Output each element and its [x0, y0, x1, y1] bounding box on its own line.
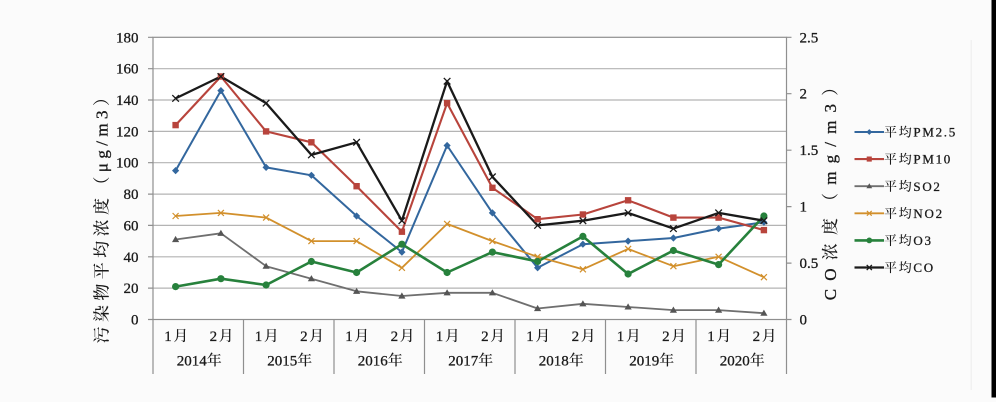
- svg-text:0: 0: [800, 313, 808, 329]
- svg-text:2020: 2020: [720, 353, 750, 369]
- svg-text:40: 40: [124, 250, 139, 266]
- svg-text:2018: 2018: [539, 353, 569, 369]
- svg-text:2019: 2019: [629, 353, 659, 369]
- svg-text:120: 120: [116, 124, 139, 140]
- svg-text:2016: 2016: [358, 353, 389, 369]
- svg-text:0: 0: [131, 313, 139, 329]
- svg-text:2015: 2015: [267, 353, 297, 369]
- svg-text:PM10: PM10: [913, 152, 952, 167]
- svg-text:60: 60: [124, 218, 139, 234]
- svg-text:PM2.5: PM2.5: [913, 125, 957, 140]
- svg-text:μg/m3: μg/m3: [93, 106, 112, 172]
- svg-text:CO: CO: [821, 260, 840, 300]
- svg-text:1: 1: [436, 329, 445, 345]
- svg-text:140: 140: [116, 93, 139, 109]
- svg-text:2: 2: [662, 329, 671, 345]
- svg-text:2: 2: [800, 87, 808, 103]
- svg-text:2: 2: [481, 329, 490, 345]
- svg-text:1: 1: [345, 329, 354, 345]
- svg-text:20: 20: [124, 281, 139, 297]
- svg-text:0.5: 0.5: [800, 256, 819, 272]
- svg-text:2: 2: [300, 329, 309, 345]
- svg-text:SO2: SO2: [913, 179, 941, 194]
- svg-text:100: 100: [116, 156, 139, 172]
- svg-text:2.5: 2.5: [800, 30, 819, 46]
- svg-text:O3: O3: [913, 233, 932, 248]
- svg-text:2017: 2017: [448, 353, 479, 369]
- svg-text:160: 160: [116, 62, 139, 78]
- svg-text:1: 1: [707, 329, 716, 345]
- svg-text:1: 1: [255, 329, 264, 345]
- svg-text:180: 180: [116, 30, 139, 46]
- svg-text:2: 2: [572, 329, 581, 345]
- svg-text:mg/m3: mg/m3: [821, 96, 840, 185]
- svg-text:80: 80: [124, 187, 139, 203]
- svg-text:2: 2: [391, 329, 400, 345]
- svg-text:CO: CO: [913, 260, 934, 275]
- svg-text:1: 1: [800, 200, 808, 216]
- svg-text:2014: 2014: [177, 353, 208, 369]
- svg-text:1: 1: [526, 329, 535, 345]
- svg-text:1: 1: [164, 329, 173, 345]
- svg-text:2: 2: [753, 329, 762, 345]
- svg-text:NO2: NO2: [913, 206, 943, 221]
- svg-text:1.5: 1.5: [800, 143, 819, 159]
- svg-text:1: 1: [617, 329, 626, 345]
- svg-text:2: 2: [210, 329, 219, 345]
